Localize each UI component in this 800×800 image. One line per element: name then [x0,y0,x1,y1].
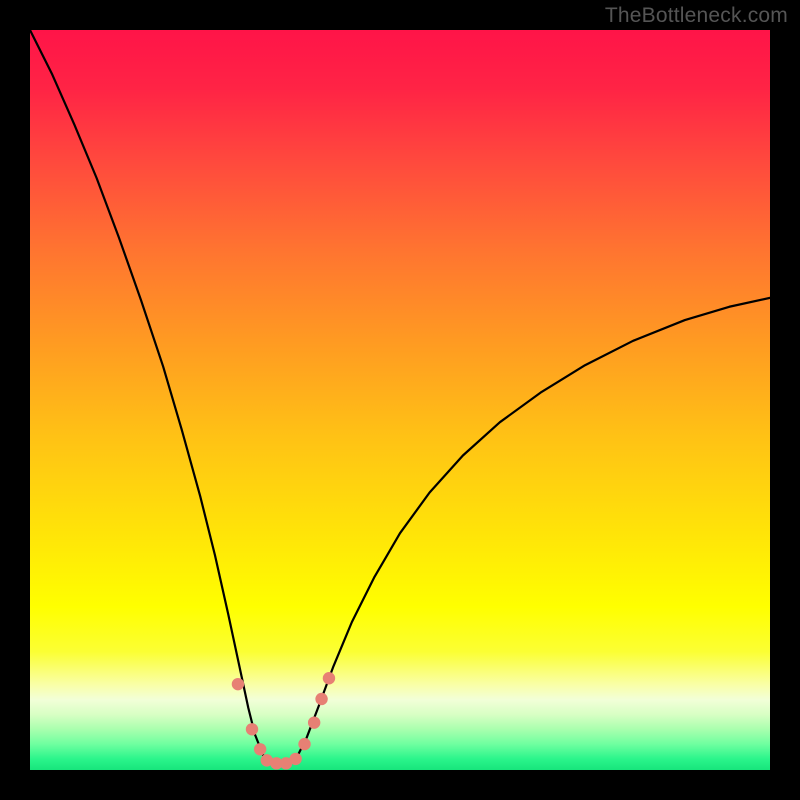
curve-marker [289,753,301,765]
curve-marker [254,743,266,755]
curve-marker [323,672,335,684]
curve-marker [298,738,310,750]
gradient-background [30,30,770,770]
bottleneck-chart-svg [30,30,770,770]
curve-marker [246,723,258,735]
curve-marker [315,693,327,705]
watermark-text: TheBottleneck.com [605,4,788,28]
outer-frame: TheBottleneck.com [0,0,800,800]
curve-marker [232,678,244,690]
curve-marker [308,716,320,728]
plot-area [30,30,770,770]
